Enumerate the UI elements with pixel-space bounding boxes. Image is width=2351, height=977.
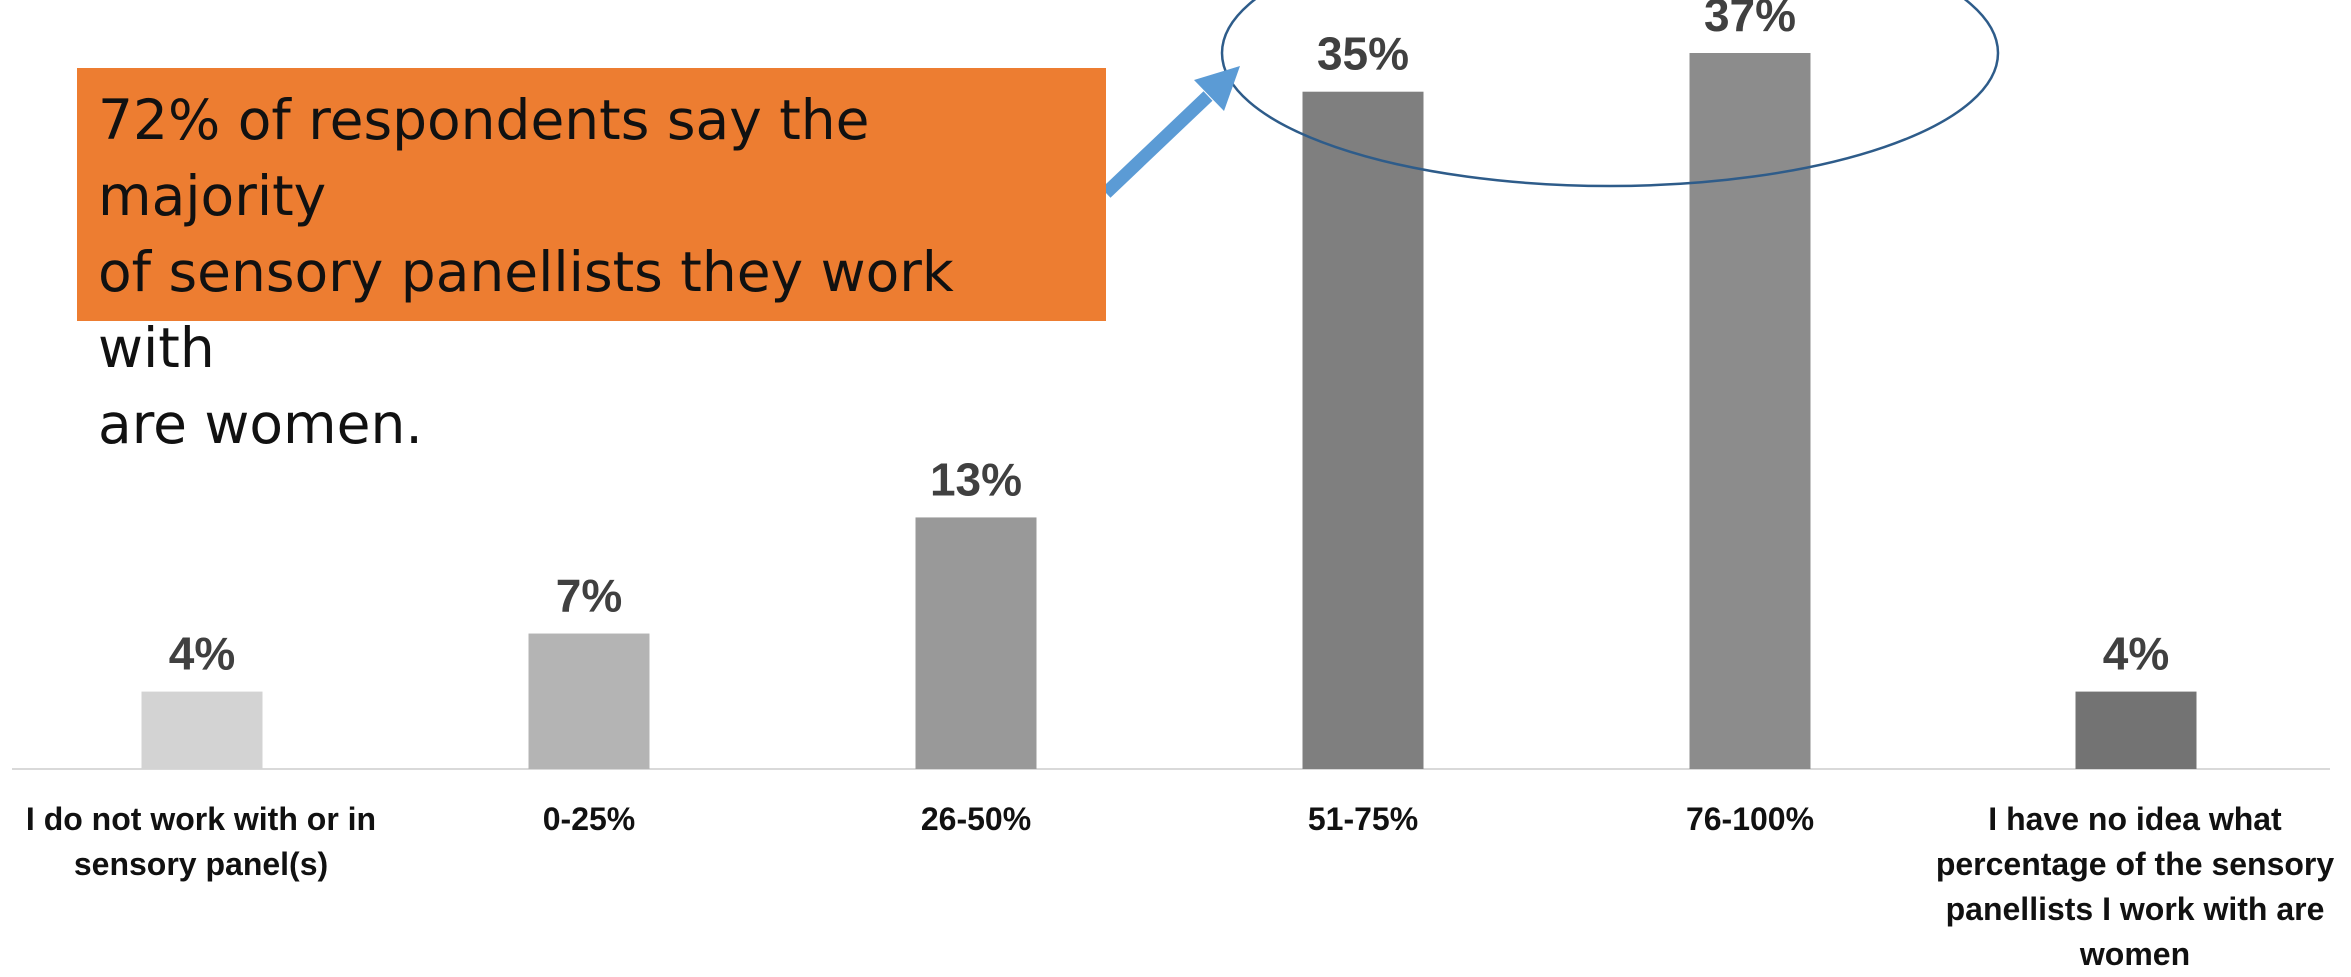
category-label: 51-75% [1307,801,1419,837]
bar [141,691,263,769]
data-label: 4% [169,628,235,680]
data-label: 4% [2103,628,2169,680]
category-label: I have no idea what percentage of the se… [1935,801,2335,972]
data-label: 7% [556,570,622,622]
category-label: 76-100% [1685,801,1815,837]
category-label: 0-25% [542,801,636,837]
bar [528,633,650,769]
highlight-ellipse [1220,0,2000,188]
value-labels-group: 4% 7% 13% 35% 37% 4% [169,0,2169,680]
callout-arrow [1101,66,1240,198]
callout-line: 72% of respondents say the majority [98,88,870,228]
bar [1689,53,1811,769]
bar [1302,91,1424,770]
data-label: 37% [1704,0,1796,41]
callout-box: 72% of respondents say the majority of s… [77,68,1106,456]
bar [915,517,1037,769]
callout-line: are women. [98,392,423,456]
bar [2075,691,2197,769]
category-label: I do not work with or in sensory panel(s… [25,801,377,882]
callout-line: of sensory panellists they work with [98,240,954,380]
data-label: 13% [930,453,1022,505]
callout-text: 72% of respondents say the majority of s… [98,82,1086,462]
bars-group [141,53,2197,770]
data-label: 35% [1317,28,1409,80]
category-label: 26-50% [920,801,1032,837]
